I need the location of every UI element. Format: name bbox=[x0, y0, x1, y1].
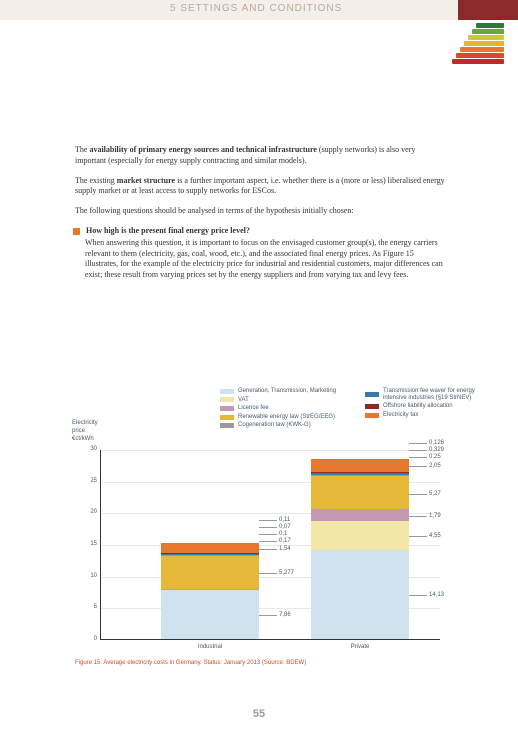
section-header: 5 SETTINGS AND CONDITIONS bbox=[170, 3, 342, 14]
figure-caption: Figure 15: Average electricity costs in … bbox=[75, 660, 306, 666]
value-label: 0,11 bbox=[279, 517, 290, 523]
value-label: 0,1 bbox=[279, 531, 287, 537]
paragraph-3: The following questions should be analys… bbox=[75, 206, 445, 217]
paragraph-2: The existing market structure is a furth… bbox=[75, 176, 445, 198]
page-number: 55 bbox=[0, 708, 518, 720]
y-axis-label-2: price bbox=[72, 428, 85, 434]
legend-item: VAT bbox=[220, 397, 360, 404]
legend-item: Cogeneration law (KWK-G) bbox=[220, 422, 360, 429]
value-label: 7,86 bbox=[279, 612, 291, 618]
value-label: 4,55 bbox=[429, 533, 441, 539]
value-label: 0,17 bbox=[279, 538, 291, 544]
category-label: Private bbox=[311, 644, 409, 650]
paragraph-1: The availability of primary energy sourc… bbox=[75, 145, 445, 167]
category-label: Industrial bbox=[161, 644, 259, 650]
value-label: 5,27 bbox=[429, 491, 441, 497]
value-label: 0,329 bbox=[429, 447, 444, 453]
value-label: 1,79 bbox=[429, 513, 441, 519]
legend-right: Transmission fee waver for energy intens… bbox=[365, 388, 475, 420]
legend-item: Licence fee bbox=[220, 405, 360, 412]
energy-rating-icon bbox=[449, 23, 504, 65]
legend-item: Renewable energy law (StrEG/EEG) bbox=[220, 414, 360, 421]
value-label: 5,277 bbox=[279, 570, 294, 576]
body-text: The availability of primary energy sourc… bbox=[75, 145, 445, 290]
question-title: How high is the present final energy pri… bbox=[86, 226, 250, 235]
value-label: 14,13 bbox=[429, 592, 444, 598]
legend-left: Generation, Transmission, Marketing VATLi… bbox=[220, 388, 360, 431]
value-label: 0,07 bbox=[279, 524, 291, 530]
plot-area: 0510152025307,860,115,2770,070,10,171,54… bbox=[100, 450, 440, 640]
legend-item: Electricity tax bbox=[365, 412, 475, 419]
legend-item: Generation, Transmission, Marketing bbox=[220, 388, 360, 395]
y-axis-label-1: Electricity bbox=[72, 420, 98, 426]
question-block: How high is the present final energy pri… bbox=[85, 226, 445, 281]
value-label: 0,25 bbox=[429, 454, 441, 460]
value-label: 1,54 bbox=[279, 546, 291, 552]
y-axis-label-3: €ct/kWh bbox=[72, 436, 94, 442]
bullet-icon bbox=[73, 228, 80, 235]
legend-item: Offshore liability allocation bbox=[365, 403, 475, 410]
legend-item: Transmission fee waver for energy intens… bbox=[365, 388, 475, 401]
question-body: When answering this question, it is impo… bbox=[85, 238, 445, 281]
value-label: 2,05 bbox=[429, 463, 441, 469]
header-accent bbox=[458, 0, 518, 20]
value-label: 0,126 bbox=[429, 440, 444, 446]
